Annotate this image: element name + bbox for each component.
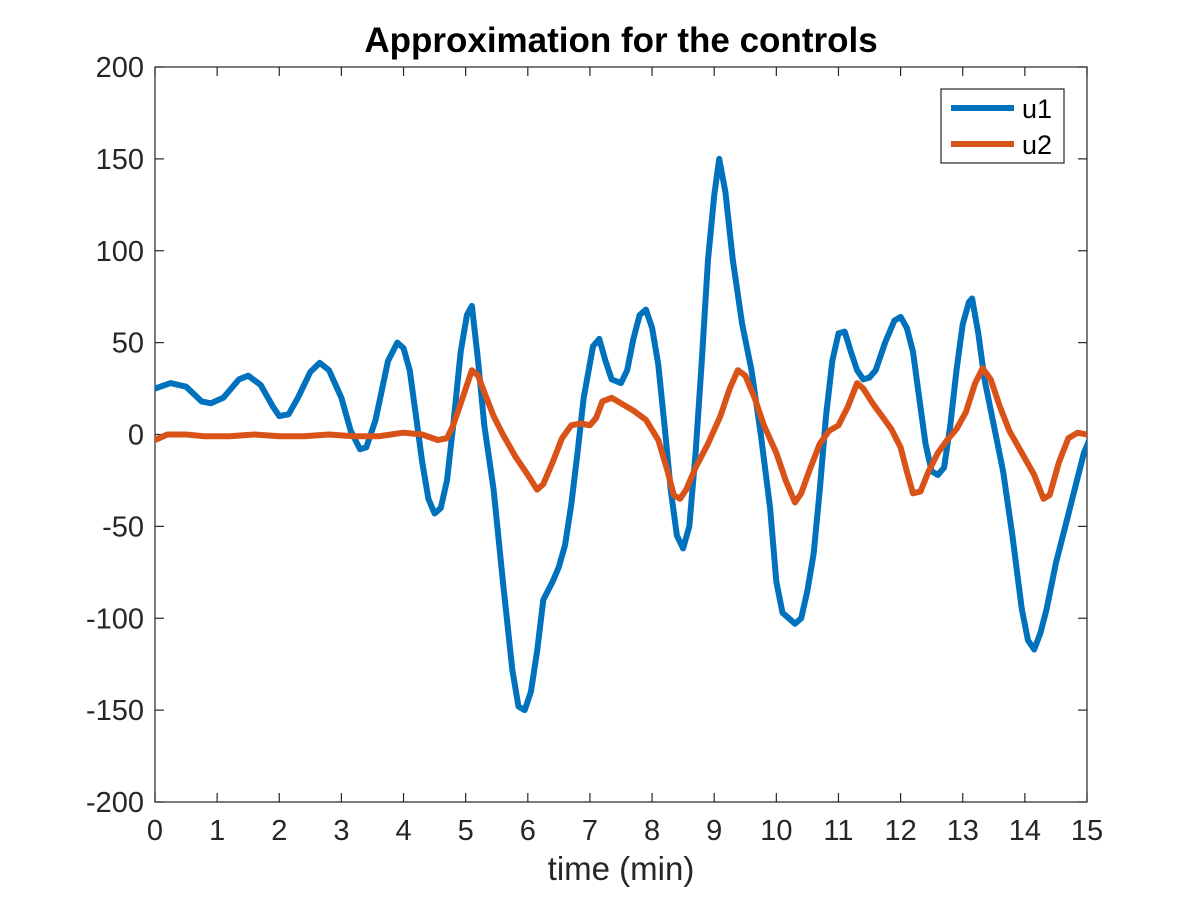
x-tick-label: 7	[582, 815, 598, 847]
x-tick-label: 12	[884, 815, 916, 847]
x-tick-label: 13	[947, 815, 979, 847]
y-tick-label: 150	[96, 144, 144, 176]
x-tick-label: 14	[1009, 815, 1041, 847]
x-tick-label: 4	[395, 815, 411, 847]
series-layer	[155, 155, 1087, 714]
y-tick-label: -150	[86, 695, 144, 727]
legend-label-u1: u1	[1022, 94, 1052, 124]
x-tick-label: 11	[823, 815, 853, 847]
x-tick-label: 6	[520, 815, 536, 847]
x-tick-label: 0	[147, 815, 163, 847]
y-tick-label: -100	[86, 603, 144, 635]
x-tick-label: 15	[1071, 815, 1103, 847]
legend-box	[940, 88, 1065, 164]
x-tick-label: 8	[644, 815, 660, 847]
series-line-u1	[155, 155, 1087, 714]
x-tick-label: 5	[458, 815, 474, 847]
legend-label-u2: u2	[1022, 130, 1052, 160]
series-line-u2	[155, 365, 1087, 506]
y-tick-label: 200	[96, 52, 144, 84]
y-axis: 200 150 100 50 0 -50 -100 -150 -200	[86, 52, 1087, 819]
y-tick-label: 50	[112, 328, 144, 360]
x-tick-label: 10	[760, 815, 792, 847]
x-tick-label: 1	[209, 815, 225, 847]
x-tick-label: 9	[706, 815, 722, 847]
x-axis-label: time (min)	[548, 850, 695, 887]
y-tick-label: -50	[102, 511, 144, 543]
y-tick-label: -200	[86, 787, 144, 819]
y-tick-label: 100	[96, 236, 144, 268]
x-tick-label: 3	[333, 815, 349, 847]
x-tick-label: 2	[271, 815, 287, 847]
y-tick-label: 0	[128, 420, 144, 452]
x-axis: 0 1 2 3 4 5 6 7 8 9 10 11 12 13 14 15	[147, 67, 1103, 847]
chart-title: Approximation for the controls	[364, 21, 877, 60]
